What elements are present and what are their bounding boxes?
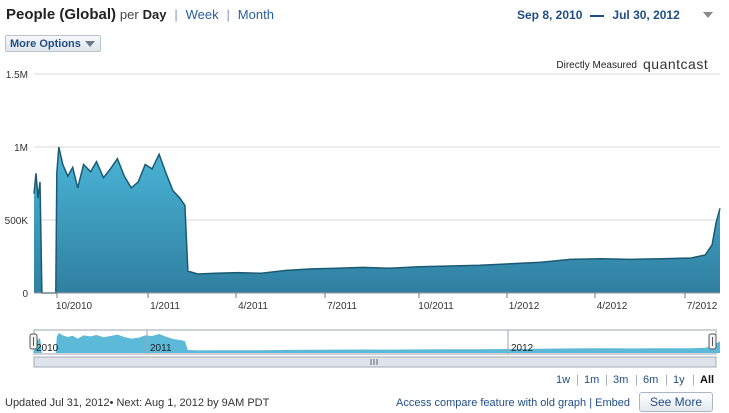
per-label: per: [119, 7, 139, 22]
timeframe-separator: |: [576, 374, 579, 386]
x-tick-label: 1/2011: [150, 301, 180, 312]
period-separator: |: [226, 7, 230, 22]
y-tick-label: 1M: [14, 143, 28, 154]
timeframe-1w[interactable]: 1w: [556, 374, 571, 386]
more-options-button[interactable]: More Options: [5, 35, 101, 52]
timeframe-6m[interactable]: 6m: [643, 374, 659, 386]
period-separator: |: [174, 7, 178, 22]
quantcast-logo: quantcast: [643, 56, 708, 72]
date-range-start[interactable]: Sep 8, 2010: [517, 8, 583, 22]
timeframe-all[interactable]: All: [700, 374, 715, 386]
directly-measured-label: Directly Measured: [556, 60, 637, 71]
metric-title: People (Global): [6, 6, 117, 23]
more-options-label: More Options: [10, 38, 81, 50]
grip-lines-icon[interactable]: [370, 359, 378, 365]
navigator-label-2011: 2011: [150, 343, 172, 354]
timeframe-separator: |: [665, 374, 668, 386]
navigator-area: [34, 333, 720, 353]
series-line: [33, 146, 721, 294]
navigator-label-2012: 2012: [511, 343, 534, 354]
timeframe-1m[interactable]: 1m: [584, 374, 600, 386]
y-tick-label: 1.5M: [6, 70, 28, 81]
chevron-down-icon[interactable]: [703, 12, 713, 18]
date-range-dash: [590, 14, 605, 17]
timeframe-3m[interactable]: 3m: [613, 374, 629, 386]
series-area: [34, 147, 720, 293]
period-month-link[interactable]: Month: [237, 7, 274, 22]
timeframe-separator: |: [635, 374, 638, 386]
timeframe-separator: |: [692, 374, 695, 386]
x-tick-label: 7/2012: [687, 301, 718, 312]
timeframe-1y[interactable]: 1y: [673, 374, 685, 386]
x-tick-label: 4/2011: [238, 301, 268, 312]
period-day: Day: [142, 7, 167, 22]
x-tick-label: 7/2011: [327, 301, 357, 312]
x-tick-label: 10/2010: [56, 301, 93, 312]
y-tick-label: 500K: [5, 216, 29, 227]
chevron-down-icon: [85, 41, 95, 47]
chart-header: People (Global) per Day | Week | Month: [6, 6, 274, 23]
x-tick-label: 1/2012: [509, 301, 540, 312]
timeframe-separator: |: [605, 374, 608, 386]
update-info: Updated Jul 31, 2012• Next: Aug 1, 2012 …: [5, 397, 270, 409]
date-range-picker[interactable]: Sep 8, 2010 Jul 30, 2012: [517, 8, 680, 22]
y-tick-label: 0: [22, 289, 28, 300]
period-week-link[interactable]: Week: [185, 7, 219, 22]
x-tick-label: 4/2012: [597, 301, 628, 312]
traffic-chart[interactable]: 0 500K 1M 1.5M 10/2010 1/2011 4/2011 7/2011 10/…: [0, 0, 729, 370]
navigator-label-2010: 2010: [36, 343, 59, 354]
navigator-scrollbar[interactable]: [33, 356, 717, 368]
x-tick-label: 10/2011: [418, 301, 454, 312]
see-more-button[interactable]: See More: [639, 392, 713, 412]
date-range-end[interactable]: Jul 30, 2012: [612, 8, 680, 22]
compare-embed-links[interactable]: Access compare feature with old graph | …: [396, 397, 630, 409]
